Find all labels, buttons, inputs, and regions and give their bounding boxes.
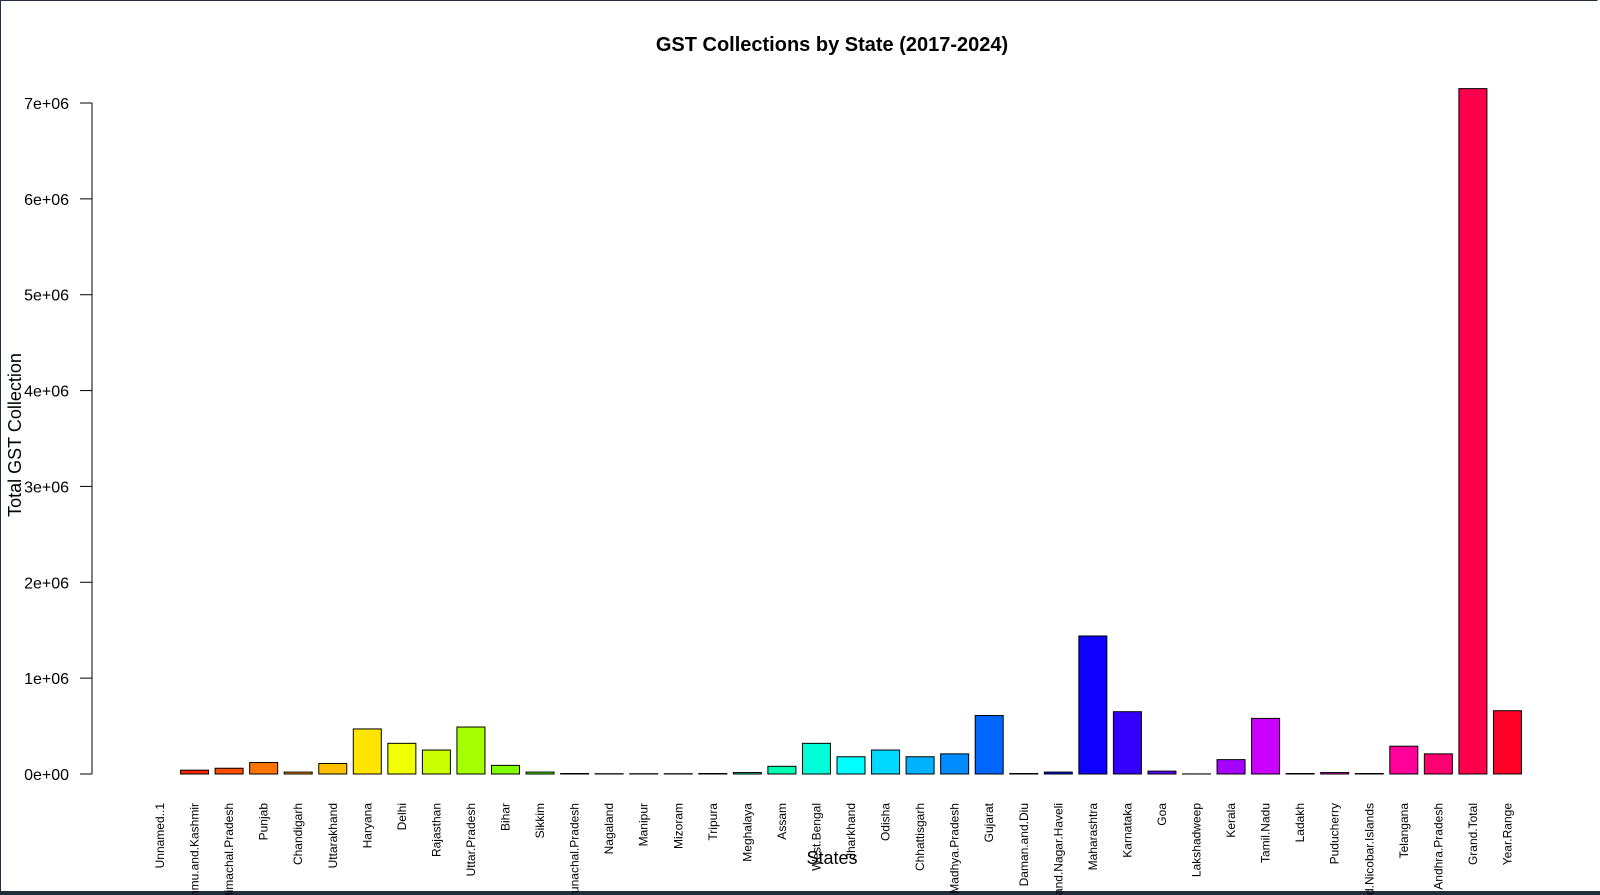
bars [180,88,1522,775]
x-tick-label: Delhi [395,803,409,830]
x-tick-label: Daman.and.Diu [1017,803,1031,886]
x-tick-label: Rajasthan [429,803,443,857]
y-tick-label: 2e+06 [24,575,69,592]
bar-odisha [871,749,901,775]
x-tick-label: Telangana [1397,803,1411,859]
x-tick-label: Punjab [257,803,271,841]
bar-himachal-pradesh [214,767,244,775]
bar-goa [1147,770,1177,775]
x-tick-label: Bihar [499,803,513,831]
bar-maharashtra [1078,635,1108,775]
x-tick-label: Andaman.and.Nicobar.Islands [1362,803,1376,895]
x-tick-label: Gujarat [982,802,996,842]
x-tick-label: Tripura [706,803,720,841]
bar-meghalaya [732,772,762,775]
bar-dadra-and-nagar-haveli [1043,771,1073,775]
bar-chhattisgarh [905,756,935,775]
x-tick-label: West.Bengal [809,803,823,871]
y-tick-label: 3e+06 [24,479,69,496]
bar-uttarakhand [318,762,348,775]
bar-west-bengal [801,742,831,775]
y-tick-label: 6e+06 [24,192,69,209]
y-tick-label: 4e+06 [24,384,69,401]
x-axis-title: States [806,848,857,868]
x-tick-label: Dadra.and.Nagar.Haveli [1051,803,1065,895]
bar-jammu-and-kashmir [180,769,210,775]
y-tick-label: 0e+00 [24,767,69,784]
bar-uttar-pradesh [456,726,486,775]
x-tick-label: Madhya.Pradesh [948,803,962,894]
bar-sikkim [525,771,555,775]
bar-telangana [1389,745,1419,775]
x-tick-label: Sikkim [533,803,547,838]
bar-chandigarh [283,771,313,775]
x-tick-label: Jammu.and.Kashmir [188,803,202,895]
x-tick-label: Grand.Total [1466,803,1480,865]
bar-year-range [1492,710,1522,775]
bar-karnataka [1112,711,1142,775]
x-tick-label: Lakshadweep [1190,803,1204,877]
bar-puducherry [1320,772,1350,775]
x-tick-label: Ladakh [1293,803,1307,842]
bar-delhi [387,742,417,775]
x-tick-label: Assam [775,803,789,840]
x-tick-label: Puducherry [1328,803,1342,864]
x-tick-label: Mizoram [671,803,685,849]
bar-grand-total [1458,88,1488,775]
y-axis-ticks: 0e+00 1e+06 2e+06 3e+06 4e+06 5e+06 6e+06 7e+06 [24,96,92,784]
chart-title: GST Collections by State (2017-2024) [656,34,1008,56]
x-tick-label: Himachal.Pradesh [222,803,236,895]
bar-andhra-pradesh [1423,753,1453,775]
y-axis-title: Total GST Collection [5,353,25,517]
y-tick-label: 7e+06 [24,96,69,113]
x-tick-label: Uttarakhand [326,803,340,868]
bar-bihar [491,764,520,775]
bar-punjab [249,762,279,775]
frame-bottom-border [0,891,1600,895]
x-tick-label: Manipur [637,803,651,846]
x-tick-label: Haryana [360,803,374,849]
x-tick-label: Arunachal.Pradesh [568,803,582,895]
y-tick-label: 5e+06 [24,288,69,305]
x-tick-label: Goa [1155,803,1169,826]
x-tick-label: Maharashtra [1086,803,1100,871]
x-tick-label: Kerala [1224,803,1238,838]
x-tick-label: Chhattisgarh [913,803,927,871]
x-tick-label: Uttar.Pradesh [464,803,478,876]
x-tick-label: Chandigarh [291,803,305,865]
x-tick-label: Andhra.Pradesh [1431,803,1445,890]
bar-haryana [352,728,382,775]
x-tick-label: Karnataka [1120,803,1134,858]
x-axis-labels: Unnamed..1 Jammu.and.Kashmir Himachal.Prad… [153,802,1514,895]
bar-madhya-pradesh [940,753,970,775]
bar-assam [767,765,797,775]
x-tick-label: Meghalaya [740,803,754,862]
x-tick-label: Odisha [879,803,893,841]
y-tick-label: 1e+06 [24,671,69,688]
bar-jharkhand [836,756,866,775]
x-tick-label: Unnamed..1 [153,803,167,869]
x-tick-label: Nagaland [602,803,616,854]
bar-rajasthan [421,749,451,775]
bar-kerala [1216,759,1246,775]
x-tick-label: Jharkhand [844,803,858,859]
bar-gujarat [974,715,1004,775]
x-tick-label: Year.Range [1500,803,1514,866]
x-tick-label: Tamil.Nadu [1259,803,1273,863]
bar-tamil-nadu [1251,717,1281,775]
